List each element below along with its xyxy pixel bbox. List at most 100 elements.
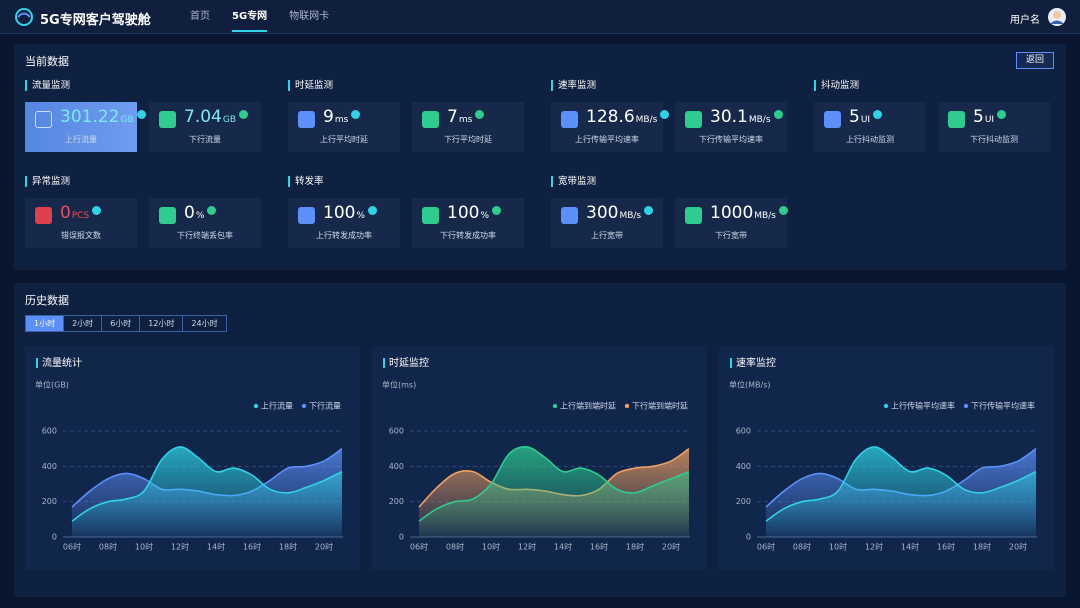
tab[interactable]: 1小时 (26, 316, 65, 331)
icon (948, 111, 965, 128)
tab[interactable]: 6小时 (102, 316, 141, 331)
nav-item[interactable]: 5G专网 (232, 0, 268, 34)
value-row: 30.1MB/s (710, 107, 783, 127)
y-tick-label: 200 (42, 497, 57, 506)
x-tick-label: 10时 (482, 542, 500, 552)
area (766, 446, 1036, 537)
unit: % (195, 211, 205, 221)
y-tick-label: 400 (389, 462, 404, 471)
value: 9 (323, 107, 334, 127)
chart-card: 流量统计 单位(GB) 0 200 400 600 06时 08时 10时 12时 14时 16时 18… (25, 346, 360, 570)
unit: % (480, 211, 490, 221)
x-tick-label: 16时 (243, 542, 261, 552)
group: 抖动监测 5UI 上行抖动监测 5UI 下行抖动监测 (814, 80, 1077, 176)
nav: 首页 5G专网 物联网卡 (190, 0, 351, 34)
icon (824, 111, 841, 128)
legend-label: 上行流量 (261, 401, 293, 411)
card-label: 上行流量 (65, 135, 97, 144)
panel-title: 历史数据 (25, 294, 69, 307)
x-tick-label: 06时 (757, 542, 775, 552)
value-row: 7ms (447, 107, 485, 127)
cards: 0PCS 错误报文数 0% 下行终端丢包率 (25, 198, 288, 248)
stat-card: 128.6MB/s 上行传输平均速率 (551, 102, 670, 152)
stat-card: 300MB/s 上行宽带 (551, 198, 663, 248)
unit: MB/s (754, 211, 776, 221)
legend-dot (624, 403, 630, 409)
panel-title: 当前数据 (25, 55, 69, 68)
avatar[interactable] (1047, 7, 1067, 27)
back-button[interactable]: 返回 (1016, 52, 1054, 69)
trend-icon (773, 110, 783, 119)
unit: UI (984, 115, 995, 125)
x-tick-label: 16时 (937, 542, 955, 552)
cards: 301.22GB 上行流量 7.04GB 下行流量 (25, 102, 288, 152)
tab[interactable]: 2小时 (64, 316, 103, 331)
tabs: 1小时 2小时 6小时 12小时 24小时 (25, 315, 227, 332)
y-tick-label: 600 (736, 427, 751, 436)
value: 0 (184, 203, 195, 223)
group: 转发率 100% 上行转发成功率 100% 下行转发成功率 (288, 176, 551, 272)
trend-icon (92, 206, 102, 215)
icon (685, 207, 702, 224)
cards: 9ms 上行平均时延 7ms 下行平均时延 (288, 102, 551, 152)
value: 100 (323, 203, 356, 223)
card-label: 下行转发成功率 (440, 231, 496, 240)
nav-item[interactable]: 首页 (190, 11, 210, 22)
icon (298, 111, 315, 128)
value-row: 7.04GB (184, 107, 249, 127)
value-row: 0PCS (60, 203, 102, 223)
value-row: 301.22GB (60, 107, 146, 127)
value: 5 (973, 107, 984, 127)
x-tick-label: 12时 (518, 542, 536, 552)
current-panel: 当前数据 返回 流量监测 301.22GB 上行流量 7.04GB 下行流量 时延监测 9m… (14, 44, 1066, 270)
stat-card: 0% 下行终端丢包率 (149, 198, 261, 248)
trend-icon (239, 110, 249, 119)
unit: MB/s (748, 115, 771, 125)
chart-title: 流量统计 (42, 356, 82, 369)
group-title: 宽带监测 (551, 176, 814, 187)
trend-icon (475, 110, 485, 119)
stat-card: 100% 上行转发成功率 (288, 198, 400, 248)
tab[interactable]: 24小时 (191, 319, 218, 328)
value: 7 (447, 107, 458, 127)
x-tick-label: 10时 (829, 542, 847, 552)
stat-card: 5UI 下行抖动监测 (938, 102, 1050, 152)
trend-icon (136, 110, 146, 119)
value: 128.6 (586, 107, 635, 127)
group: 宽带监测 300MB/s 上行宽带 1000MB/s 下行宽带 (551, 176, 814, 272)
tab[interactable]: 12小时 (140, 316, 184, 331)
unit: MB/s (635, 115, 658, 125)
unit: MB/s (619, 211, 642, 221)
y-tick-label: 600 (42, 427, 57, 436)
line (71, 446, 343, 522)
card-label: 上行平均时延 (320, 135, 368, 144)
legend-label: 下行端到端时延 (632, 401, 688, 411)
icon (35, 207, 52, 224)
legend-dot (963, 403, 969, 409)
unit: PCS (71, 211, 90, 221)
nav-item[interactable]: 物联网卡 (289, 11, 330, 22)
icon (561, 111, 578, 128)
chart-card: 时延监控 单位(ms) 0 200 400 600 06时 08时 10时 12时 14时 16时 18… (372, 346, 707, 570)
legend-dot (883, 403, 889, 409)
icon (422, 207, 439, 224)
trend-icon (207, 206, 217, 215)
value-row: 5UI (849, 107, 883, 127)
stat-card: 100% 下行转发成功率 (412, 198, 524, 248)
group: 速率监测 128.6MB/s 上行传输平均速率 30.1MB/s 下行传输平均速率 (551, 80, 814, 176)
y-tick-label: 600 (389, 427, 404, 436)
legend-label: 下行传输平均速率 (971, 401, 1035, 411)
cards: 100% 上行转发成功率 100% 下行转发成功率 (288, 198, 551, 248)
y-tick-label: 0 (52, 533, 57, 542)
y-tick-label: 0 (746, 533, 751, 542)
group-title: 流量监测 (25, 80, 288, 91)
value-row: 0% (184, 203, 217, 223)
user-name[interactable]: 用户名 (1010, 15, 1040, 26)
group-title: 异常监测 (25, 176, 288, 187)
x-tick-label: 10时 (135, 542, 153, 552)
value-row: 100% (323, 203, 378, 223)
value-row: 9ms (323, 107, 361, 127)
